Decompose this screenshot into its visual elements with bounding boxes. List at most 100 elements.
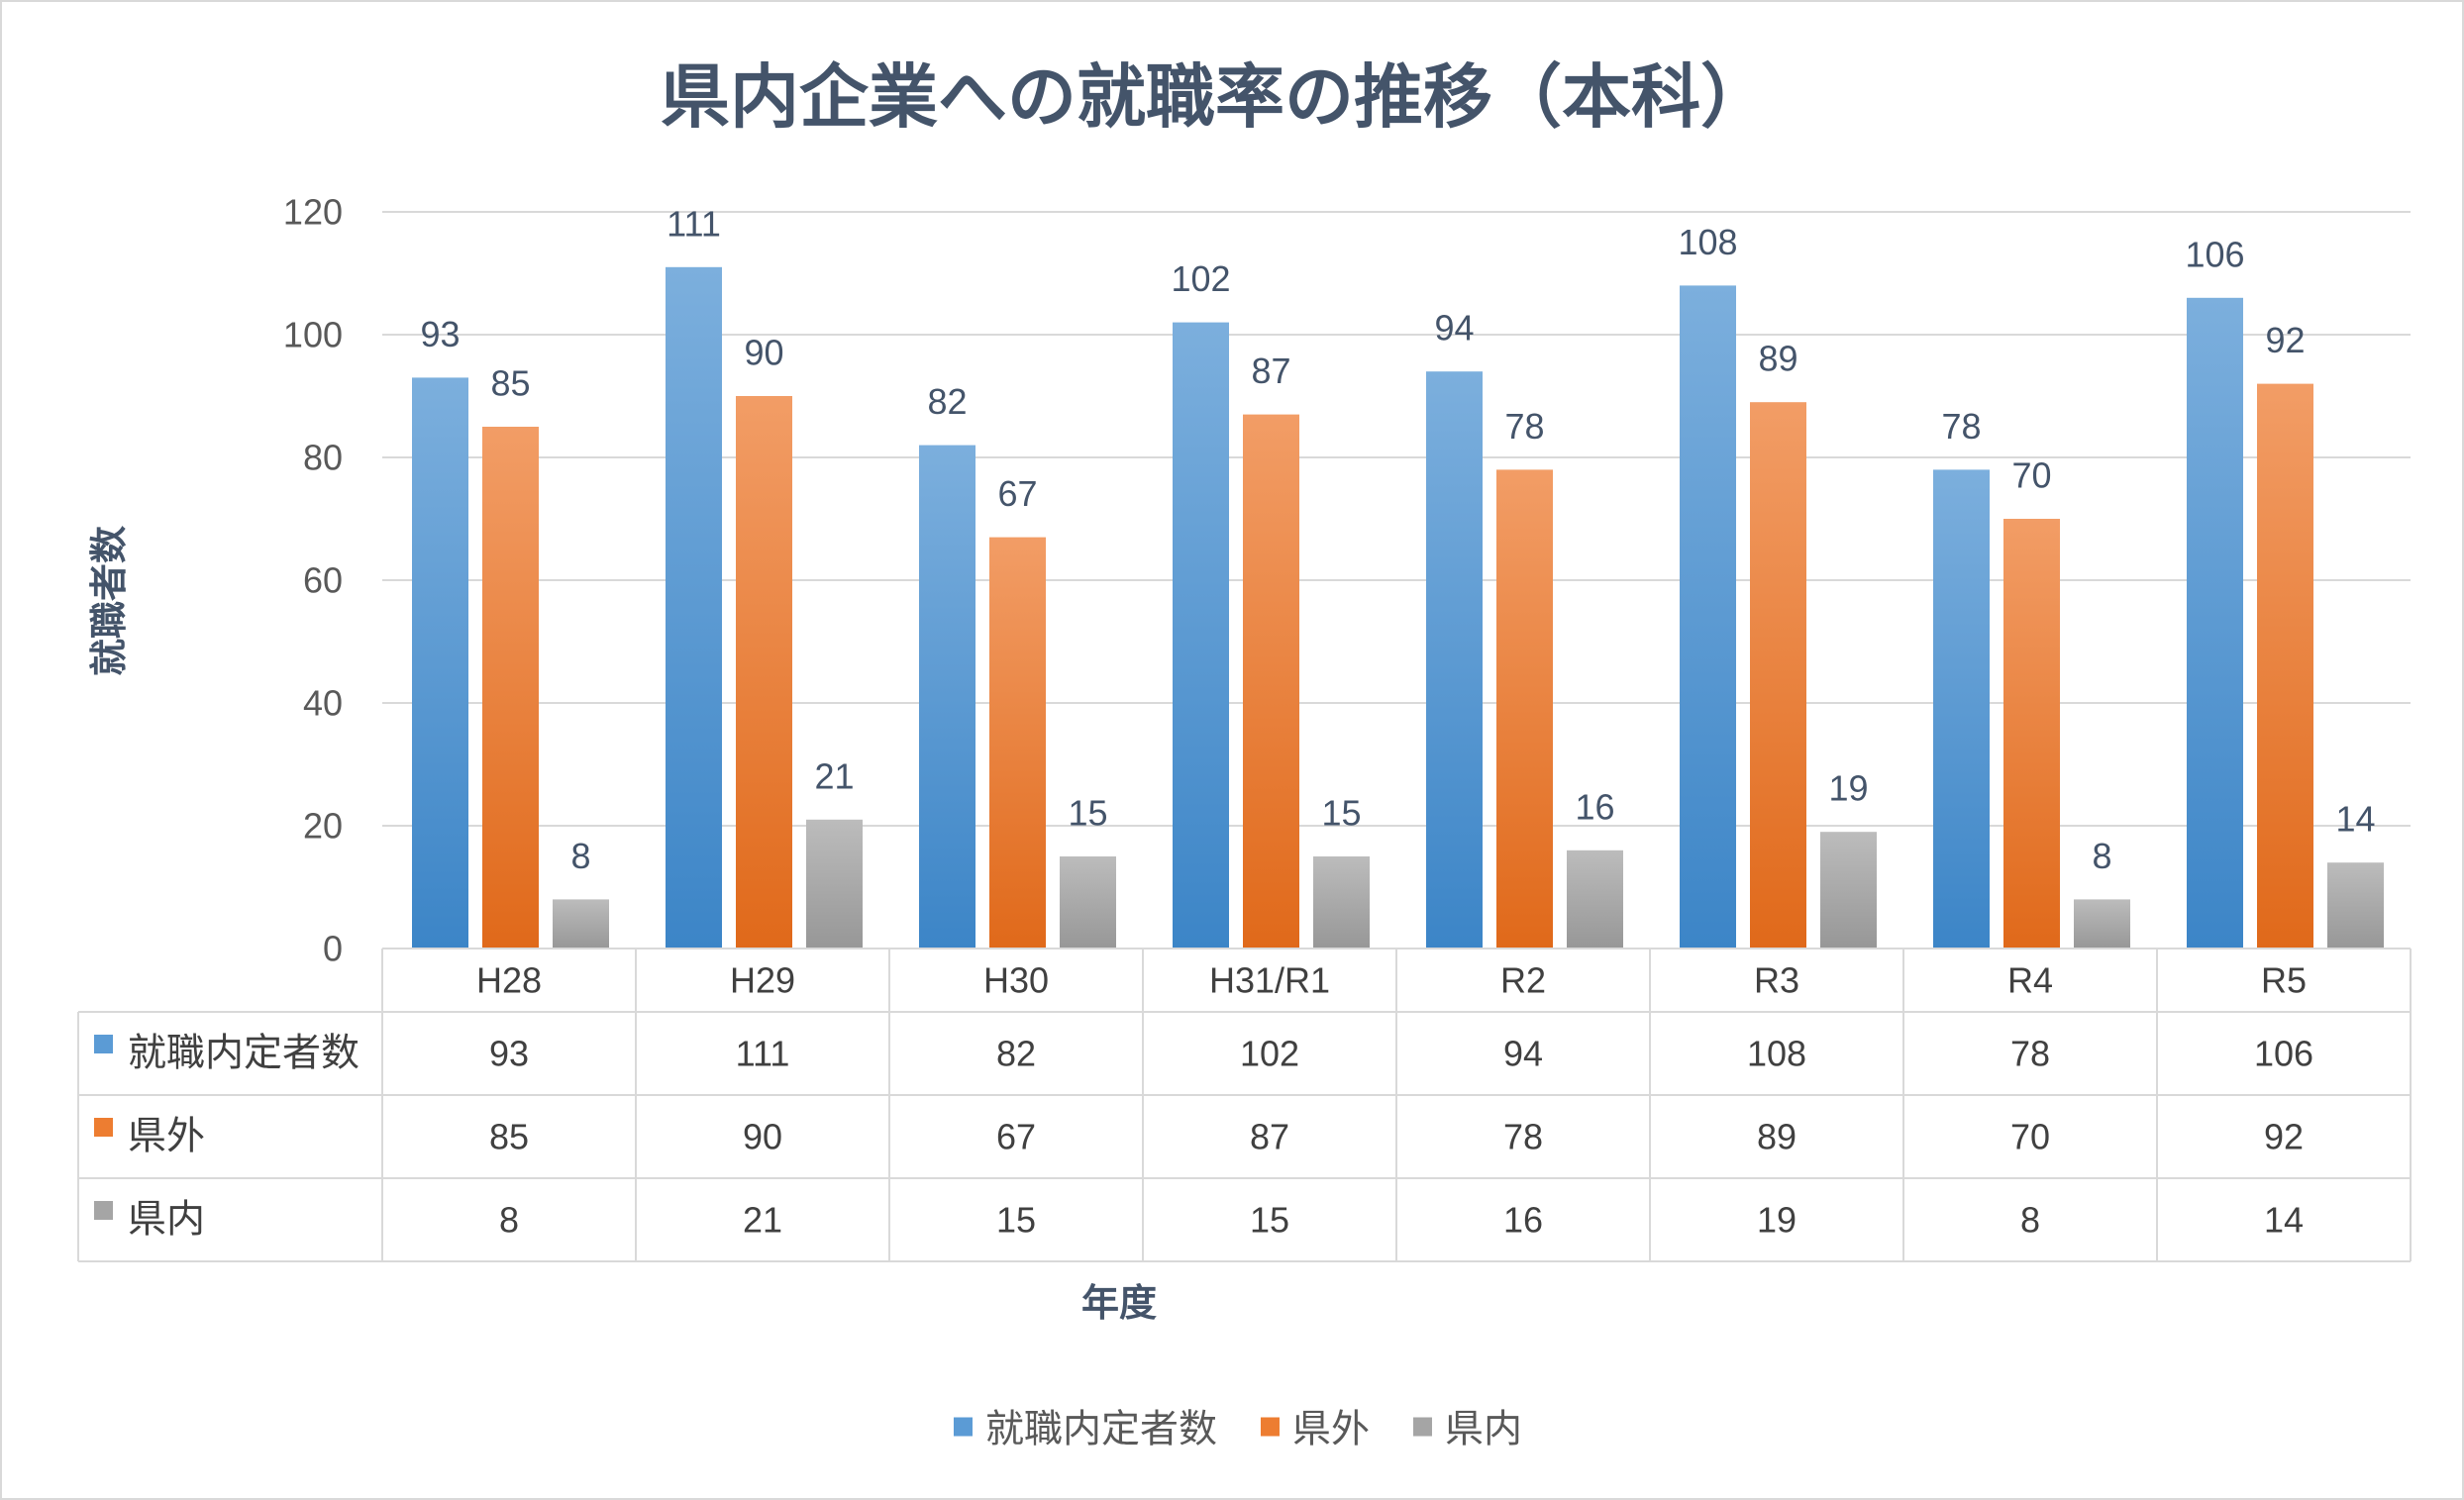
table-cell: 111 (736, 1034, 790, 1074)
y-tick-label: 40 (303, 683, 343, 724)
table-row-header: 県外 (128, 1116, 205, 1158)
legend: 就職内定者数 県外 県内 (953, 1408, 1522, 1451)
bar-inside-prefecture (1313, 856, 1370, 949)
data-label-outside-prefecture: 78 (1504, 406, 1544, 447)
y-axis-title: 就職者数 (89, 525, 131, 677)
category-label: H31/R1 (1209, 960, 1330, 1001)
y-tick-label: 0 (323, 929, 343, 969)
table-row-inside-prefecture: 県内 8 21 15 15 16 19 8 14 (94, 1199, 2304, 1242)
bar-inside-prefecture (2074, 899, 2130, 949)
y-tick-label: 120 (283, 192, 343, 233)
category-label: R5 (2261, 960, 2307, 1001)
bar-inside-prefecture (1820, 832, 1877, 949)
table-cell: 90 (743, 1117, 782, 1157)
table-row-total-offers: 就職内定者数 93 111 82 102 94 108 78 106 (94, 1033, 2313, 1075)
table-cell: 108 (1747, 1034, 1806, 1074)
category-label: H28 (476, 960, 542, 1001)
bar-total-offers (666, 266, 722, 949)
table-cell: 78 (1503, 1117, 1543, 1157)
data-label-outside-prefecture: 85 (490, 363, 530, 404)
table-cell: 8 (2020, 1200, 2040, 1241)
data-label-total-offers: 82 (927, 381, 967, 422)
data-label-outside-prefecture: 87 (1251, 350, 1290, 391)
y-tick-label: 80 (303, 438, 343, 478)
data-label-total-offers: 78 (1941, 406, 1981, 447)
data-label-inside-prefecture: 19 (1828, 768, 1868, 809)
table-row-header: 就職内定者数 (128, 1033, 359, 1075)
data-label-total-offers: 93 (420, 314, 460, 354)
table-legend-key (94, 1118, 113, 1137)
bar-inside-prefecture (1060, 856, 1116, 949)
table-cell: 19 (1757, 1200, 1797, 1241)
table-cell: 16 (1503, 1200, 1543, 1241)
table-cell: 21 (743, 1200, 782, 1241)
y-axis: 0 20 40 60 80 100 120 (283, 192, 343, 969)
bar-outside-prefecture (2003, 519, 2060, 949)
bar-outside-prefecture (1496, 469, 1553, 949)
bar-outside-prefecture (989, 537, 1046, 949)
legend-item-inside-prefecture: 県内 (1413, 1411, 1522, 1450)
table-cell: 106 (2254, 1034, 2313, 1074)
table-cell: 93 (489, 1034, 529, 1074)
category-label: H30 (983, 960, 1049, 1001)
bar-outside-prefecture (1750, 402, 1806, 949)
bar-inside-prefecture (806, 819, 863, 949)
bar-outside-prefecture (2257, 383, 2313, 950)
table-cell: 82 (996, 1034, 1036, 1074)
bar-outside-prefecture (1243, 414, 1299, 950)
table-cell: 89 (1757, 1117, 1797, 1157)
table-legend-key (94, 1201, 113, 1220)
bar-total-offers (412, 377, 468, 949)
table-cell: 94 (1503, 1034, 1543, 1074)
data-label-outside-prefecture: 92 (2265, 320, 2305, 360)
bar-total-offers (1426, 371, 1483, 949)
table-cell: 85 (489, 1117, 529, 1157)
table-cell: 70 (2010, 1117, 2050, 1157)
category-label: R4 (2007, 960, 2053, 1001)
table-cell: 14 (2264, 1200, 2304, 1241)
table-cell: 15 (996, 1200, 1036, 1241)
chart-title: 県内企業への就職率の推移（本科） (661, 58, 1770, 136)
data-label-outside-prefecture: 67 (997, 473, 1037, 514)
legend-label: 就職内定者数 (984, 1408, 1217, 1451)
data-label-outside-prefecture: 89 (1758, 339, 1797, 379)
data-label-inside-prefecture: 8 (2092, 836, 2111, 876)
bar-outside-prefecture (736, 396, 792, 949)
x-axis-title: 年度 (1080, 1283, 1158, 1325)
table-cell: 102 (1240, 1034, 1299, 1074)
table-cell: 15 (1250, 1200, 1289, 1241)
data-label-inside-prefecture: 16 (1575, 786, 1614, 827)
legend-key (1260, 1417, 1280, 1437)
data-label-total-offers: 111 (667, 203, 721, 244)
bar-inside-prefecture (553, 899, 609, 949)
legend-item-total-offers: 就職内定者数 (953, 1408, 1217, 1451)
data-label-outside-prefecture: 70 (2011, 455, 2051, 496)
legend-key (953, 1417, 973, 1437)
table-row-outside-prefecture: 県外 85 90 67 87 78 89 70 92 (94, 1116, 2304, 1158)
bar-total-offers (1680, 285, 1736, 949)
legend-label: 県内 (1445, 1408, 1523, 1451)
table-cell: 78 (2010, 1034, 2050, 1074)
data-label-total-offers: 106 (2185, 234, 2244, 274)
bar-outside-prefecture (482, 427, 539, 949)
data-label-total-offers: 102 (1171, 258, 1230, 299)
legend-label: 県外 (1291, 1408, 1371, 1451)
y-tick-label: 100 (283, 315, 343, 355)
bar-total-offers (2187, 297, 2243, 949)
data-label-inside-prefecture: 15 (1068, 793, 1107, 834)
legend-key (1413, 1417, 1433, 1437)
data-label-total-offers: 108 (1678, 222, 1737, 262)
table-cell: 87 (1250, 1117, 1289, 1157)
table-cell: 92 (2264, 1117, 2304, 1157)
bar-inside-prefecture (1567, 850, 1623, 949)
data-label-inside-prefecture: 15 (1321, 793, 1361, 834)
category-label: H29 (730, 960, 795, 1001)
legend-item-outside-prefecture: 県外 (1260, 1408, 1371, 1451)
data-label-inside-prefecture: 21 (814, 755, 854, 796)
bars: 93 111 82 102 94 108 78 106 85 90 67 87 78 89 70 92 8 21 1… (412, 203, 2384, 950)
data-label-inside-prefecture: 8 (570, 836, 590, 876)
category-label: R2 (1500, 960, 1546, 1001)
category-label: R3 (1754, 960, 1799, 1001)
